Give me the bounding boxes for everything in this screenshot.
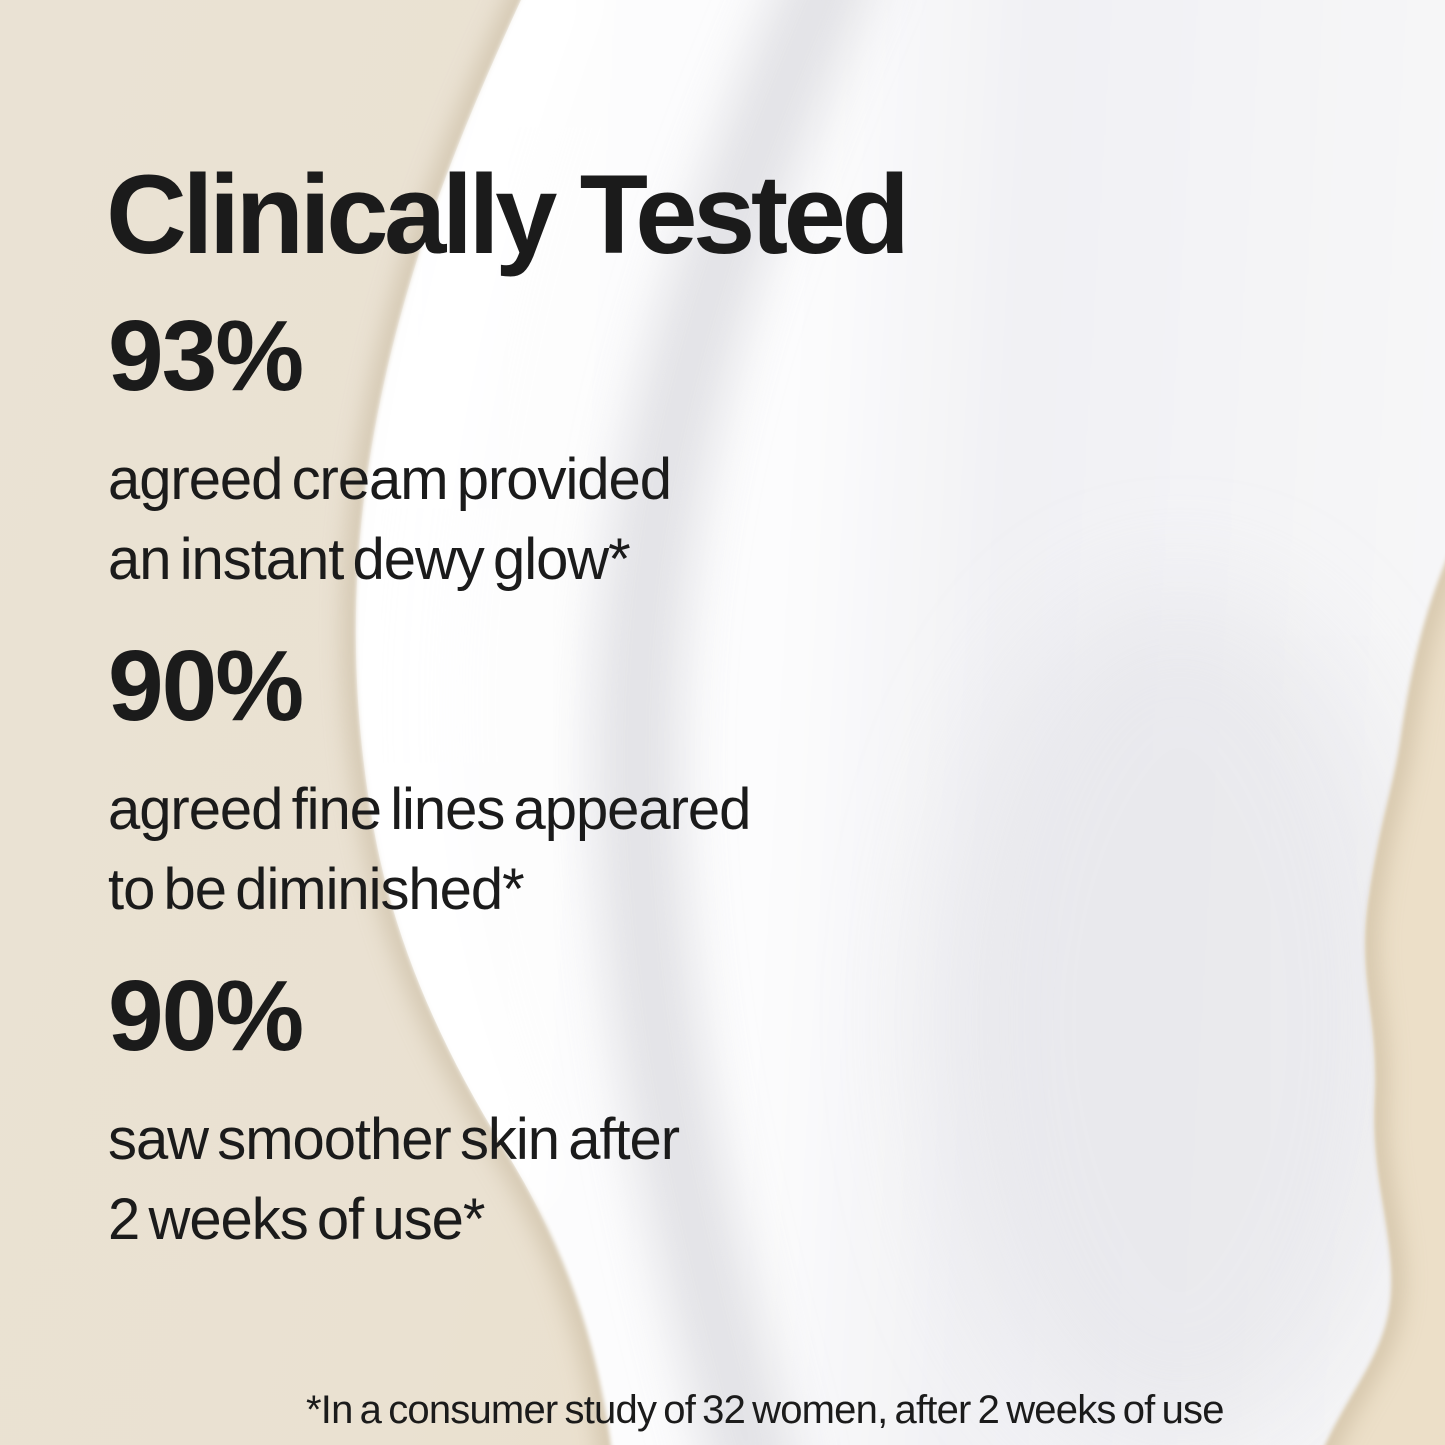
stat-description-line: 2 weeks of use* [108, 1187, 485, 1252]
swatch-highlight [357, 0, 610, 1231]
stat-block-fine-lines: 90% agreed fine lines appeared to be dim… [108, 630, 751, 930]
swatch-fold-shading [594, 0, 884, 1445]
stat-description-line: agreed cream provided [108, 447, 672, 512]
stat-description: saw smoother skin after 2 weeks of use* [108, 1100, 680, 1260]
stat-description-line: saw smoother skin after [108, 1107, 680, 1172]
stat-description-line: agreed fine lines appeared [108, 777, 751, 842]
stat-value: 90% [108, 630, 304, 742]
page-title: Clinically Tested [106, 152, 910, 278]
stat-value: 90% [108, 960, 304, 1072]
swatch-side-shading [940, 590, 1420, 1445]
stat-description: agreed fine lines appeared to be diminis… [108, 770, 751, 930]
stat-description-line: to be diminished* [108, 857, 525, 922]
footnote: *In a consumer study of 32 women, after … [306, 1388, 1224, 1432]
stat-description-line: an instant dewy glow* [108, 527, 631, 592]
stat-value: 93% [108, 300, 304, 412]
stat-block-dewy-glow: 93% agreed cream provided an instant dew… [108, 300, 672, 600]
stat-description: agreed cream provided an instant dewy gl… [108, 440, 672, 600]
stat-block-smoother-skin: 90% saw smoother skin after 2 weeks of u… [108, 960, 680, 1260]
